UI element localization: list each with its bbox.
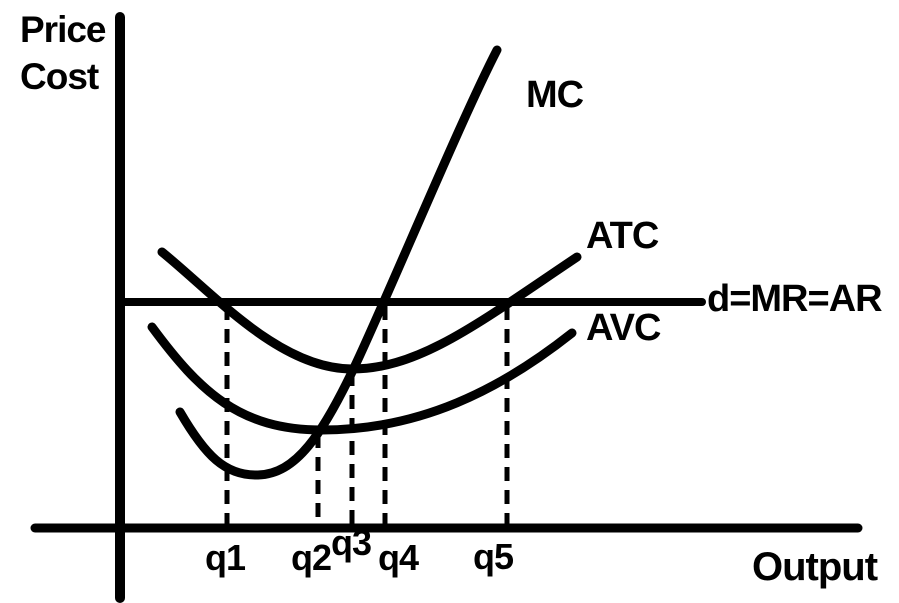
x-axis-title: Output	[752, 545, 878, 589]
demand-line-label: d=MR=AR	[707, 278, 883, 320]
tick-label-q4: q4	[378, 537, 419, 578]
tick-label-q2: q2	[291, 537, 332, 578]
tick-label-q1: q1	[205, 537, 246, 578]
mc-curve-label: MC	[526, 74, 584, 116]
atc-curve-label: ATC	[586, 215, 659, 257]
avc-curve-label: AVC	[586, 307, 661, 349]
mc-curve	[175, 45, 502, 480]
y-axis-title: Price Cost	[20, 6, 107, 100]
atc-curve	[157, 247, 582, 374]
tick-label-q3: q3	[331, 522, 372, 563]
tick-label-q5: q5	[473, 536, 514, 577]
y-axis-title-line2: Cost	[20, 56, 99, 97]
avc-curve	[147, 322, 577, 435]
y-axis-title-line1: Price	[20, 9, 107, 50]
